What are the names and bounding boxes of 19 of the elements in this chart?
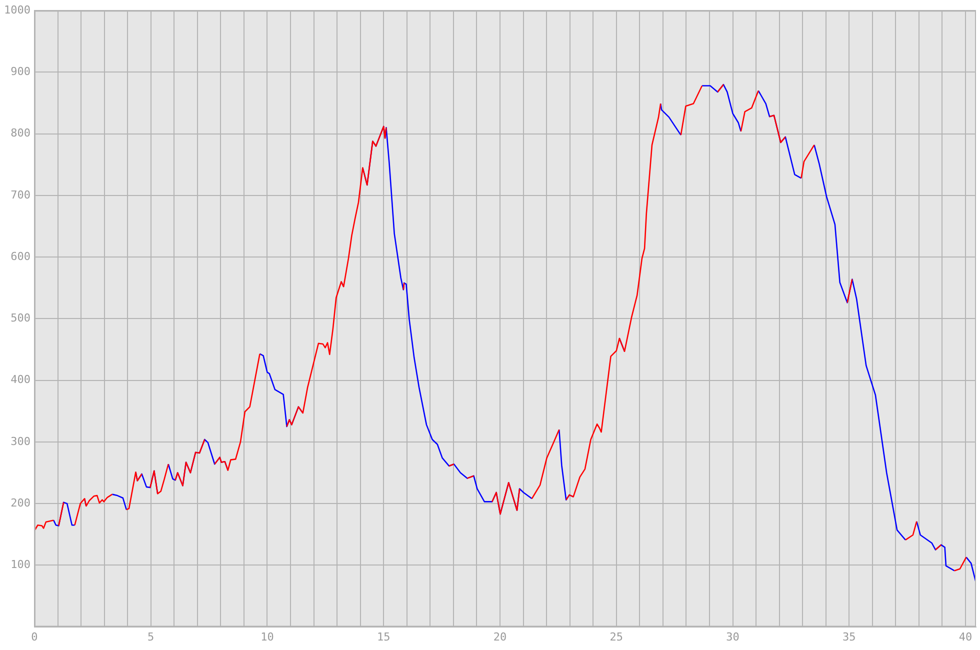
- x-tick-label: 10: [260, 630, 274, 644]
- y-tick-label: 500: [10, 312, 30, 325]
- y-tick-label: 100: [10, 558, 30, 572]
- y-tick-label: 800: [10, 126, 30, 140]
- y-tick-label: 600: [10, 250, 30, 263]
- x-tick-label: 25: [610, 630, 624, 644]
- y-tick-label: 400: [10, 373, 30, 386]
- y-tick-label: 300: [10, 434, 30, 448]
- x-tick-label: 35: [842, 630, 856, 644]
- y-tick-label: 700: [10, 188, 30, 202]
- x-tick-label: 0: [31, 630, 38, 644]
- y-tick-label: 200: [10, 496, 30, 510]
- x-tick-label: 40: [958, 630, 972, 644]
- y-tick-label: 1000: [4, 3, 30, 16]
- y-tick-label: 900: [10, 65, 30, 78]
- x-tick-label: 20: [493, 630, 507, 644]
- x-tick-label: 30: [726, 630, 740, 644]
- x-tick-label: 15: [377, 630, 390, 644]
- x-tick-label: 5: [148, 630, 154, 644]
